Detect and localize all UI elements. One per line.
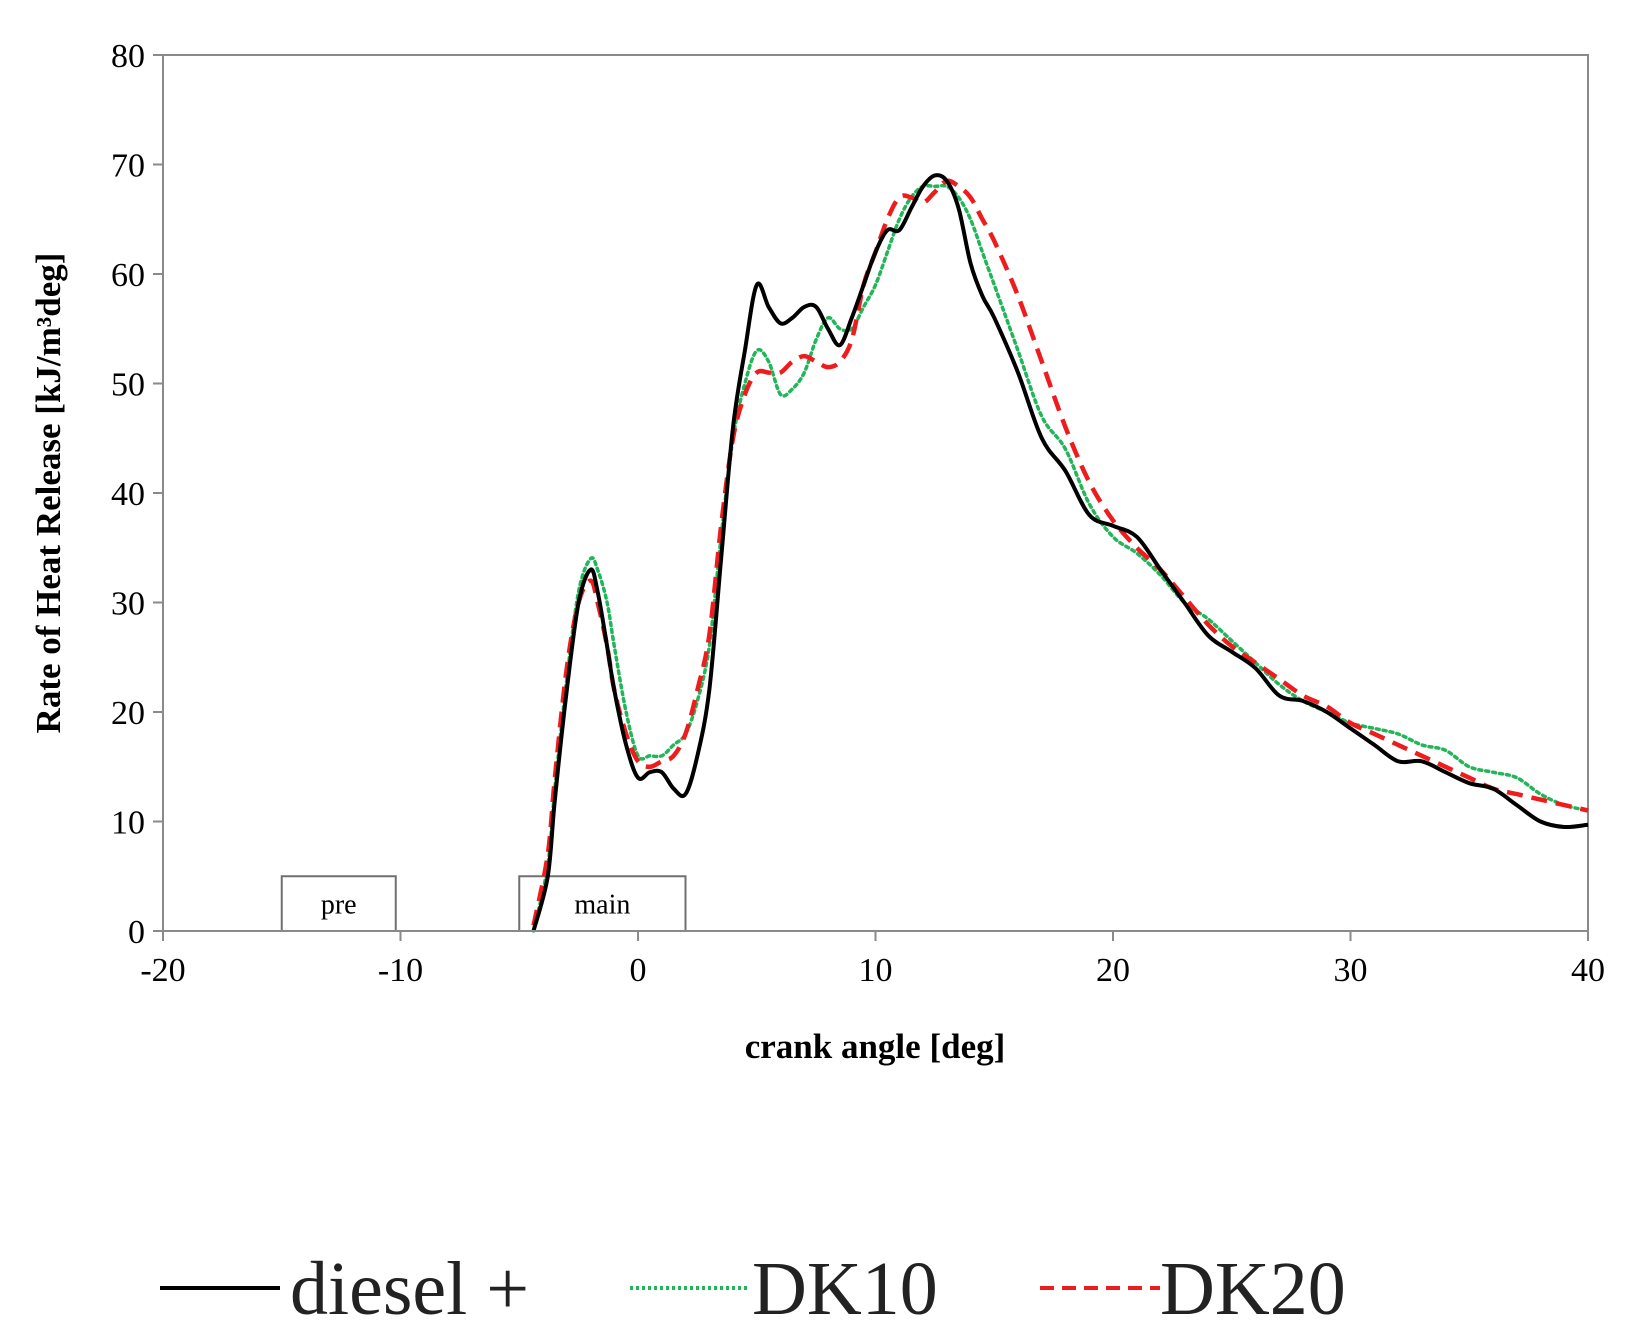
y-tick-label: 80 [111, 38, 145, 75]
injection-annotations: pre main [280, 875, 687, 932]
x-tick-label: -10 [378, 952, 423, 989]
y-tick-label: 30 [111, 586, 145, 623]
y-tick-label: 20 [111, 695, 145, 732]
plot-area [162, 54, 1589, 932]
series-line-dk10 [531, 183, 1590, 933]
y-tick-label: 40 [111, 476, 145, 513]
legend-label-1: diesel + [290, 1247, 529, 1331]
x-tick-label: 0 [630, 952, 647, 989]
annotation-label-pre: pre [321, 889, 357, 920]
x-tick-label: -20 [140, 952, 185, 989]
legend-label-2: DK10 [752, 1247, 938, 1331]
x-tick-label: 40 [1571, 952, 1605, 989]
y-tick-label: 0 [128, 914, 145, 951]
y-tick-label: 10 [111, 805, 145, 842]
x-tick-label: 10 [859, 952, 893, 989]
annotation-label-main: main [574, 889, 630, 920]
x-axis-title: crank angle [deg] [745, 1027, 1006, 1066]
y-axis-title: Rate of Heat Release [kJ/m³deg] [29, 253, 68, 734]
x-tick-label: 20 [1096, 952, 1130, 989]
series-line-diesel [531, 173, 1589, 932]
y-tick-label: 60 [111, 257, 145, 294]
legend: diesel + DK10 DK20 [160, 1247, 1346, 1331]
x-tick-label: 30 [1334, 952, 1368, 989]
series-lines [531, 173, 1590, 933]
legend-label-3: DK20 [1160, 1247, 1346, 1331]
y-tick-label: 50 [111, 367, 145, 404]
x-axis-ticks: -20 -10 0 10 20 30 40 [140, 931, 1605, 989]
series-line-dk20 [531, 178, 1589, 926]
y-axis-ticks: 0 10 20 30 40 50 60 70 80 [111, 38, 163, 951]
y-tick-label: 70 [111, 148, 145, 185]
